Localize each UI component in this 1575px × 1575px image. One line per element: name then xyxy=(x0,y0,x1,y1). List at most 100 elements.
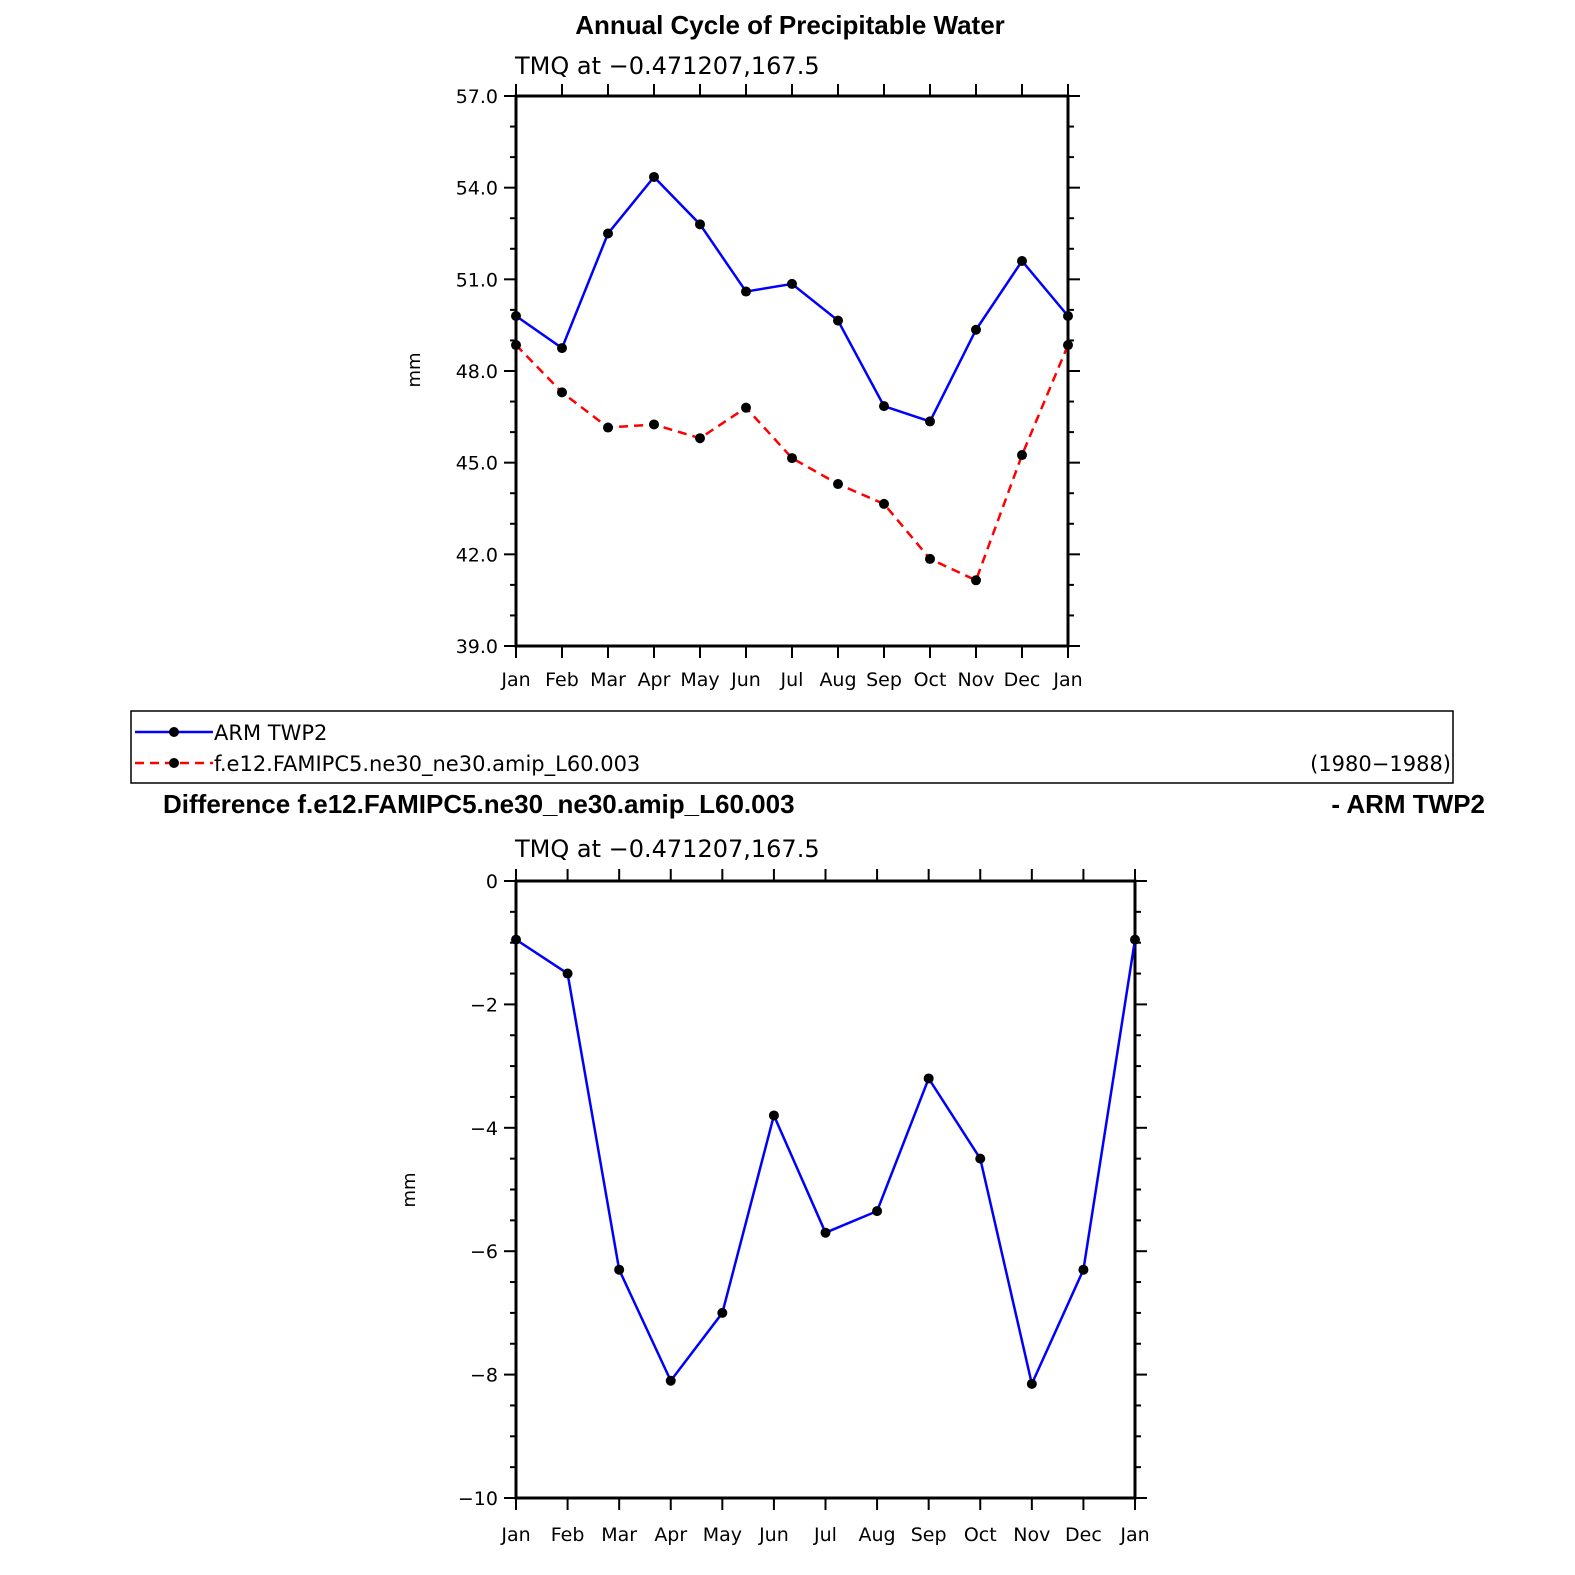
bottom-series-0-point xyxy=(768,1110,779,1121)
bottom-chart-title: Difference f.e12.FAMIPC5.ne30_ne30.amip_… xyxy=(163,789,795,819)
legend-label-model: f.e12.FAMIPC5.ne30_ne30.amip_L60.003 xyxy=(214,752,640,777)
top-x-tick-label: Jan xyxy=(1052,669,1082,691)
bottom-y-tick-label: −10 xyxy=(458,1488,498,1510)
top-x-tick-label: Mar xyxy=(590,669,626,691)
legend-label-arm: ARM TWP2 xyxy=(214,721,327,745)
top-x-tick-label: Oct xyxy=(914,669,947,691)
bottom-series-0-point xyxy=(975,1153,986,1164)
bottom-series-0-point xyxy=(562,968,573,979)
top-series-1-point xyxy=(741,402,751,413)
top-series-0-point xyxy=(511,311,521,321)
top-series-1-point xyxy=(1017,450,1027,461)
bottom-x-tick-label: Nov xyxy=(1013,1524,1050,1546)
top-x-tick-label: Jun xyxy=(730,669,761,691)
bottom-y-tick-label: −2 xyxy=(470,994,498,1016)
top-x-tick-label: Jan xyxy=(500,669,530,691)
top-series-0-point xyxy=(1017,256,1027,266)
top-series-1-point xyxy=(879,498,889,509)
top-y-tick-label: 51.0 xyxy=(456,269,498,291)
bottom-x-tick-label: Jul xyxy=(813,1524,837,1546)
bottom-y-tick-label: −4 xyxy=(470,1118,498,1140)
bottom-x-tick-label: Feb xyxy=(551,1524,585,1546)
top-series-0-point xyxy=(787,278,797,289)
bottom-x-tick-label: Mar xyxy=(601,1524,637,1546)
top-series-0-point xyxy=(833,315,843,326)
bottom-series-0-point xyxy=(511,934,521,945)
top-y-tick-label: 57.0 xyxy=(456,86,498,108)
top-series-0-point xyxy=(603,228,613,239)
top-x-tick-label: Jul xyxy=(780,669,804,691)
top-y-tick-label: 39.0 xyxy=(456,636,498,658)
top-chart-subtitle: TMQ at −0.471207,167.5 xyxy=(514,52,820,80)
top-series-0-point xyxy=(741,286,751,297)
top-series-1-point xyxy=(695,433,705,444)
legend-marker-model xyxy=(169,758,179,768)
top-series-0-point xyxy=(925,416,935,427)
bottom-series-0-point xyxy=(614,1264,625,1275)
bottom-series-0-point xyxy=(923,1073,934,1084)
bottom-y-tick-label: −6 xyxy=(470,1241,498,1263)
top-series-layer xyxy=(511,171,1073,586)
bottom-x-tick-label: Oct xyxy=(964,1524,997,1546)
bottom-x-tick-label: Jan xyxy=(1119,1524,1149,1546)
bottom-series-0-point xyxy=(872,1206,883,1217)
top-series-1-point xyxy=(971,575,981,586)
bottom-series-line-0 xyxy=(515,938,1137,1388)
top-chart-title: Annual Cycle of Precipitable Water xyxy=(575,10,1005,40)
top-x-tick-label: Dec xyxy=(1004,669,1041,691)
bottom-x-tick-label: Dec xyxy=(1065,1524,1102,1546)
bottom-x-tick-label: Jan xyxy=(500,1524,530,1546)
top-series-1-point xyxy=(925,553,935,564)
top-series-0-point xyxy=(649,171,659,182)
legend-marker-arm xyxy=(169,727,179,737)
difference-panel: Difference f.e12.FAMIPC5.ne30_ne30.amip_… xyxy=(163,789,1485,1546)
legend-box xyxy=(130,710,1454,784)
bottom-series-0-point xyxy=(665,1375,676,1386)
top-series-1-point xyxy=(511,340,521,351)
legend-period: (1980−1988) xyxy=(1310,752,1451,776)
top-series-1-point xyxy=(787,453,797,464)
top-y-tick-label: 54.0 xyxy=(456,178,498,200)
top-series-1-point xyxy=(1063,340,1073,351)
top-x-tick-label: Apr xyxy=(638,669,671,691)
bottom-series-0-point xyxy=(717,1307,728,1318)
bottom-x-tick-label: Jun xyxy=(758,1524,789,1546)
top-series-0-point xyxy=(557,343,567,354)
top-series-1-point xyxy=(833,479,843,490)
top-y-tick-label: 48.0 xyxy=(456,361,498,383)
top-series-1-point xyxy=(603,422,613,433)
legend: ARM TWP2 f.e12.FAMIPC5.ne30_ne30.amip_L6… xyxy=(130,710,1454,784)
top-x-tick-label: May xyxy=(680,669,719,691)
top-series-0-point xyxy=(695,219,705,230)
bottom-x-tick-label: Aug xyxy=(859,1524,896,1546)
top-plot-frame xyxy=(514,94,1070,648)
top-axes: 39.0 42.0 45.0 48.0 51.0 54.0 57.0 Jan Feb Mar Apr… xyxy=(456,84,1083,691)
top-series-0-point xyxy=(971,324,981,335)
top-y-tick-label: 42.0 xyxy=(456,544,498,566)
top-series-0-point xyxy=(1063,311,1073,321)
bottom-axes: −10 −8 −6 −4 −2 0 Jan Feb Mar Apr May Jun Jul Aug Sep O… xyxy=(458,869,1150,1546)
top-x-tick-label: Nov xyxy=(957,669,994,691)
top-x-tick-label: Sep xyxy=(866,669,902,691)
bottom-series-0-point xyxy=(1130,934,1140,945)
top-y-axis-label: mm xyxy=(404,352,425,387)
top-series-1-point xyxy=(557,387,567,398)
bottom-y-tick-label: 0 xyxy=(486,871,498,893)
top-series-line-0 xyxy=(515,175,1069,423)
bottom-x-tick-label: May xyxy=(703,1524,742,1546)
top-series-1-point xyxy=(649,419,659,430)
bottom-x-tick-label: Apr xyxy=(654,1524,687,1546)
bottom-series-0-point xyxy=(820,1227,831,1238)
bottom-chart-title-right: - ARM TWP2 xyxy=(1331,789,1485,819)
annual-cycle-panel: Annual Cycle of Precipitable Water TMQ a… xyxy=(404,10,1083,691)
bottom-series-0-point xyxy=(1078,1264,1089,1275)
top-y-tick-label: 45.0 xyxy=(456,453,498,475)
bottom-x-tick-label: Sep xyxy=(911,1524,947,1546)
top-x-tick-label: Aug xyxy=(819,669,856,691)
bottom-chart-subtitle: TMQ at −0.471207,167.5 xyxy=(514,835,820,863)
bottom-series-0-point xyxy=(1026,1378,1037,1389)
bottom-y-axis-label: mm xyxy=(399,1172,420,1207)
bottom-y-tick-label: −8 xyxy=(470,1365,498,1387)
bottom-plot-frame xyxy=(514,879,1137,1500)
